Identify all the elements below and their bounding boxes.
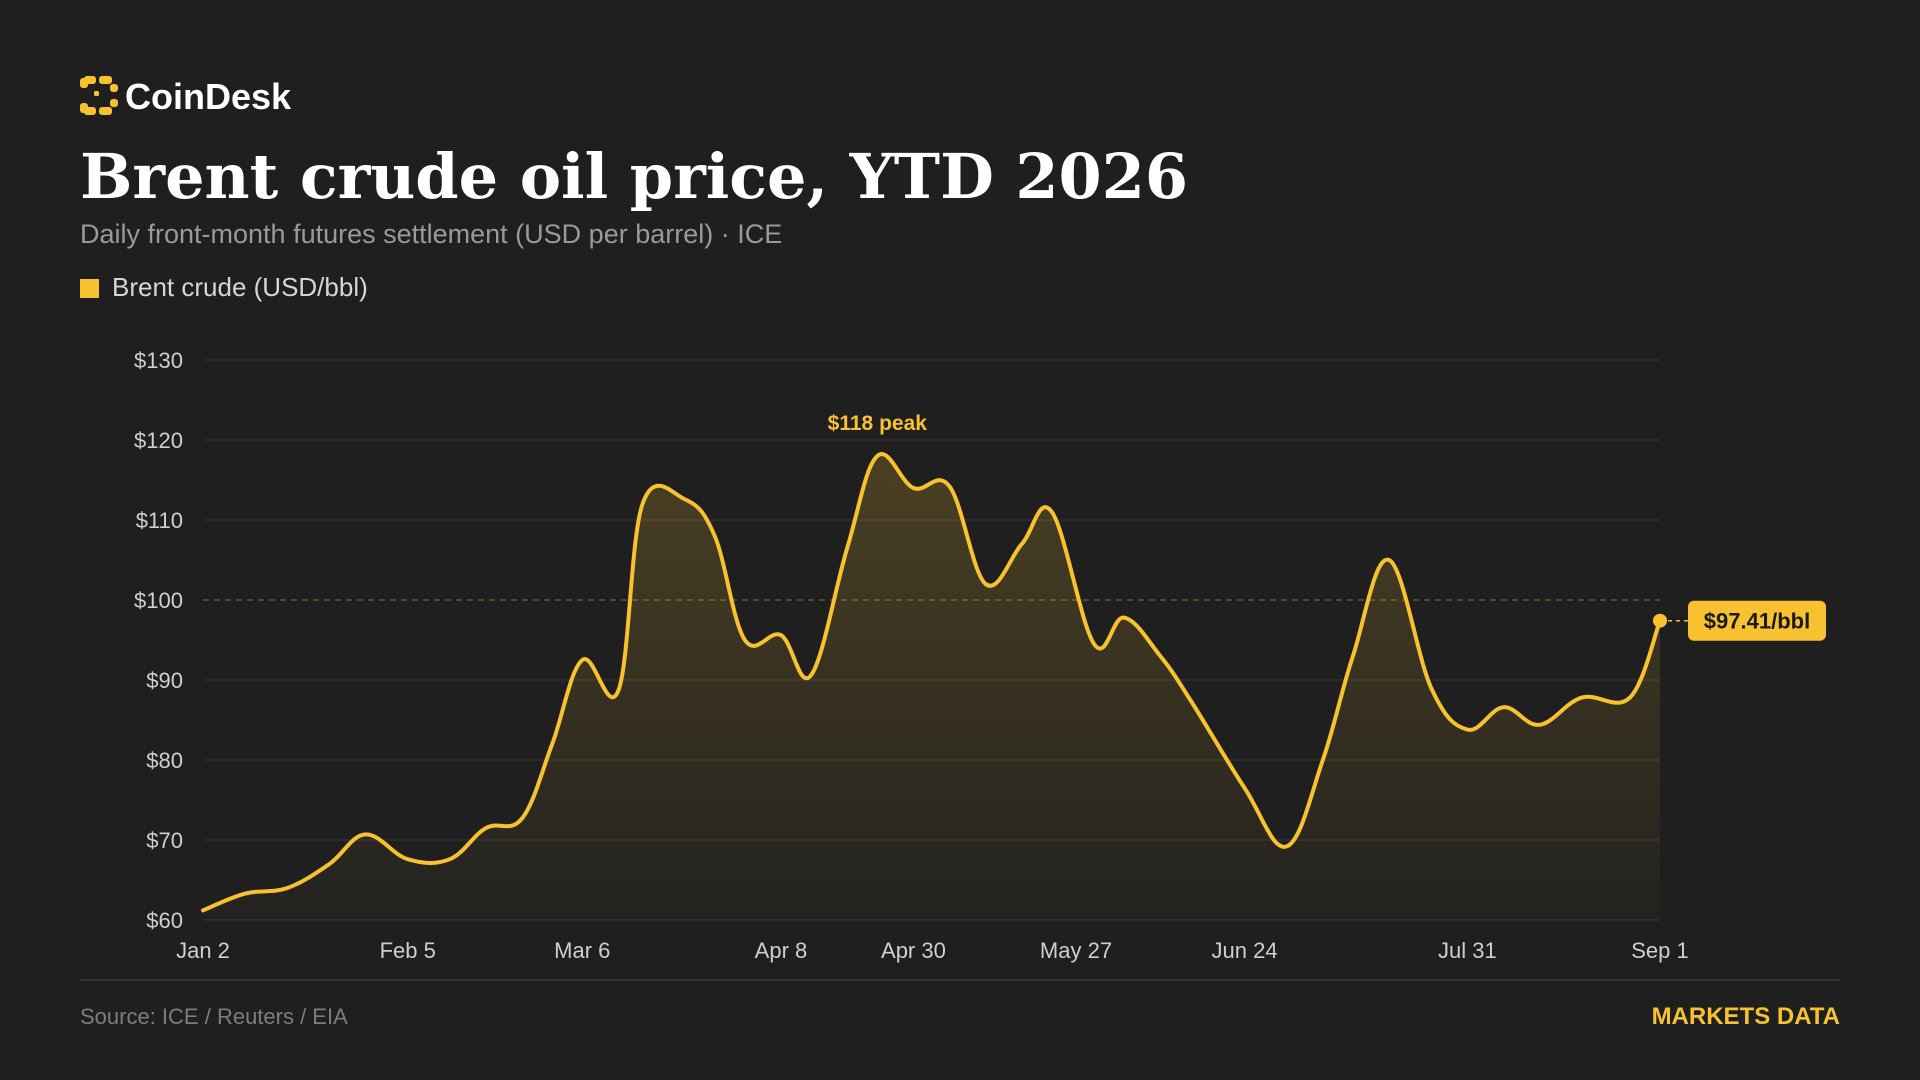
x-tick-label: Jan 2 [176, 938, 230, 963]
markets-data-label: MARKETS DATA [1652, 1003, 1840, 1030]
chart-subtitle: Daily front-month futures settlement (US… [80, 219, 782, 249]
x-axis-tick-labels: Jan 2 Feb 5 Mar 6 Apr 8 Apr 30 May 27 Jun 24 Ju… [176, 938, 1689, 963]
annotation-layer: $118 peak $97.41/bbl [828, 412, 1826, 641]
legend-swatch [80, 279, 99, 298]
y-tick-label: $60 [146, 908, 183, 933]
x-tick-label: Sep 1 [1631, 938, 1689, 963]
source-note: Source: ICE / Reuters / EIA [80, 1004, 348, 1029]
series-area-fill [203, 454, 1660, 920]
x-tick-label: Jul 31 [1438, 938, 1497, 963]
legend-label: Brent crude (USD/bbl) [112, 272, 368, 302]
x-tick-label: Mar 6 [554, 938, 610, 963]
x-tick-label: May 27 [1040, 938, 1112, 963]
y-tick-label: $90 [146, 668, 183, 693]
last-value-label: $97.41/bbl [1704, 609, 1810, 634]
y-tick-label: $130 [134, 348, 183, 373]
y-tick-label: $110 [136, 508, 183, 533]
coindesk-logo-icon [80, 76, 118, 115]
y-axis-tick-labels: $60 $70 $80 $90 $100 $110 $120 $130 [134, 348, 183, 933]
peak-annotation: $118 peak [828, 412, 928, 435]
y-tick-label: $120 [134, 428, 183, 453]
x-tick-label: Jun 24 [1212, 938, 1278, 963]
series-line-brent [201, 452, 1662, 913]
y-tick-label: $70 [146, 828, 183, 853]
chart-title: Brent crude oil price, YTD 2026 [80, 140, 1188, 213]
x-tick-label: Feb 5 [380, 938, 436, 963]
x-tick-label: Apr 8 [755, 938, 808, 963]
y-tick-label: $80 [146, 748, 183, 773]
series-layer [201, 452, 1662, 920]
last-value-marker [1653, 613, 1667, 628]
last-value-badge [1688, 600, 1826, 641]
brand-name: CoinDesk [125, 76, 292, 117]
x-tick-label: Apr 30 [881, 938, 946, 963]
y-tick-label: $100 [134, 588, 183, 613]
